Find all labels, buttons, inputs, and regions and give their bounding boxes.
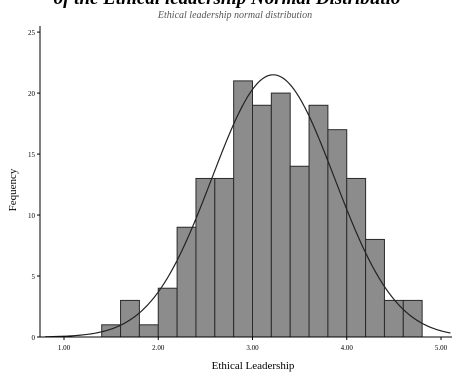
y-axis-title: Fequency xyxy=(7,168,19,211)
chart-title: Ethical leadership normal distribution xyxy=(157,10,312,21)
histogram-bar-8 xyxy=(252,104,272,338)
x-axis-title: Ethical Leadership xyxy=(212,360,295,372)
y-tick-label-5: 5 xyxy=(32,273,36,281)
x-tick-label-4.00: 4.00 xyxy=(341,344,354,352)
histogram-bar-5 xyxy=(195,177,216,338)
y-tick-label-15: 15 xyxy=(28,151,36,159)
histogram-bar-14 xyxy=(365,238,385,338)
x-tick-label-5.00: 5.00 xyxy=(435,344,448,352)
x-tick-label-2.00: 2.00 xyxy=(152,344,165,352)
heading-fragment: of the Ethical leadership Normal Distrib… xyxy=(54,0,401,9)
histogram-bar-1 xyxy=(120,299,140,338)
histogram-bar-3 xyxy=(157,287,178,338)
x-tick-label-3.00: 3.00 xyxy=(246,344,259,352)
histogram-bar-10 xyxy=(289,165,310,338)
histogram-bar-2 xyxy=(138,324,159,338)
y-tick-label-20: 20 xyxy=(28,90,36,98)
histogram-bar-16 xyxy=(402,299,423,338)
y-tick-label-25: 25 xyxy=(28,29,36,37)
x-tick-label-1.00: 1.00 xyxy=(58,344,71,352)
y-tick-label-0: 0 xyxy=(32,334,36,342)
plot-area: 0 5 10 15 20 25 1.00 2.00 3.00 4.00 5.00 xyxy=(28,26,452,352)
histogram-bar-12 xyxy=(327,129,348,338)
histogram-bar-4 xyxy=(176,226,197,338)
histogram-bar-13 xyxy=(346,177,367,338)
normal-curve xyxy=(45,74,451,338)
histogram-bar-6 xyxy=(214,177,235,338)
histogram-bar-11 xyxy=(308,104,329,338)
y-tick-label-10: 10 xyxy=(28,212,36,220)
histogram-bar-9 xyxy=(270,92,291,338)
